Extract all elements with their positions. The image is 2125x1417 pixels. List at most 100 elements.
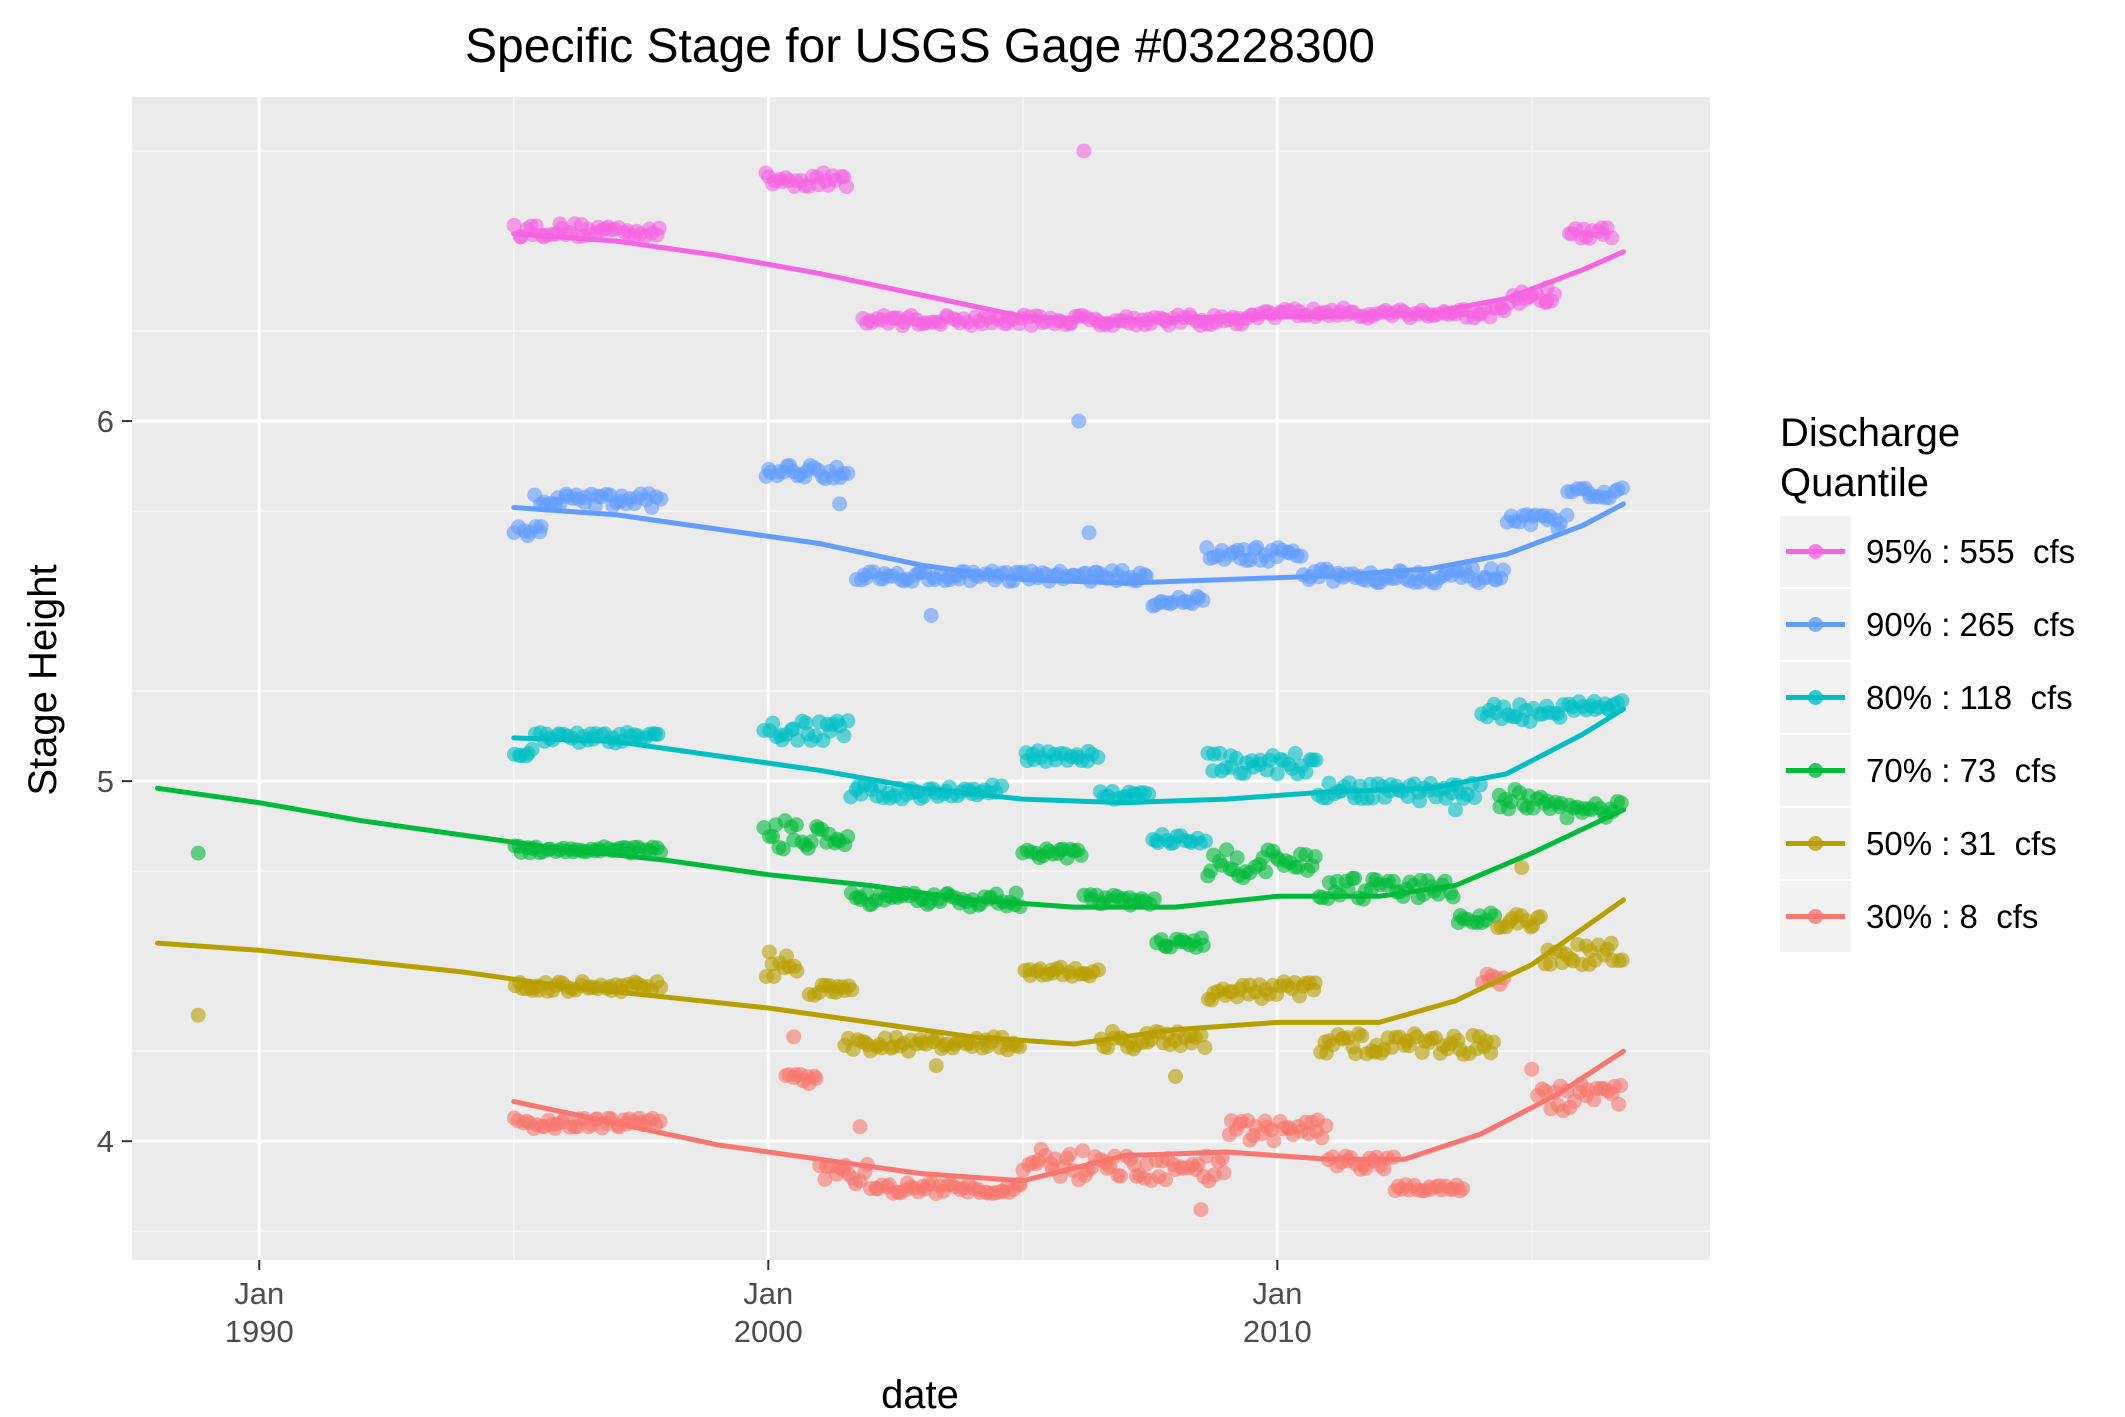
data-point (653, 844, 669, 860)
outlier-point (1081, 525, 1097, 541)
data-point (1455, 1181, 1471, 1197)
data-point (1532, 909, 1548, 925)
series-points (506, 413, 1630, 623)
legend-item: 50% : 31 cfs (1780, 808, 2057, 879)
data-point (1008, 885, 1024, 901)
data-point (808, 1071, 824, 1086)
data-point (1412, 793, 1428, 809)
x-tick-label-year: 2010 (1243, 1314, 1312, 1349)
legend-marker (1808, 617, 1823, 632)
x-tick-label-month: Jan (1252, 1276, 1302, 1311)
data-point (653, 979, 669, 995)
data-point (1198, 833, 1213, 849)
y-axis-title: Stage Height (21, 564, 65, 795)
data-point (1073, 848, 1089, 863)
outlier-point (190, 1007, 206, 1023)
trend-line (511, 231, 1626, 323)
y-tick-label: 5 (97, 764, 114, 799)
legend-item: 95% : 555 cfs (1780, 516, 2075, 587)
y-tick-label: 4 (97, 1124, 114, 1159)
data-point (1195, 592, 1211, 608)
data-point (765, 715, 781, 731)
data-point (836, 728, 852, 744)
data-point (761, 944, 777, 960)
legend-label: 30% : 8 cfs (1866, 898, 2038, 935)
trend-line (511, 1048, 1626, 1184)
trend-line (511, 501, 1626, 586)
trend-line (155, 785, 1626, 910)
legend-label: 50% : 31 cfs (1866, 825, 2057, 862)
data-point (1158, 1172, 1173, 1188)
data-point (1467, 790, 1483, 805)
trend-line (155, 897, 1626, 1047)
outlier-point (1448, 802, 1463, 818)
legend-marker (1808, 836, 1823, 851)
outlier-point (1524, 1061, 1540, 1077)
outlier-point (1071, 413, 1087, 429)
plot-panel (132, 97, 1710, 1260)
data-point (1219, 842, 1235, 858)
outlier-point (928, 1058, 944, 1074)
outlier-point (923, 608, 939, 623)
legend-label: 70% : 73 cfs (1866, 752, 2057, 789)
data-point (1113, 1168, 1129, 1184)
data-point (1298, 764, 1314, 780)
data-point (765, 829, 781, 844)
data-point (1266, 1133, 1282, 1149)
data-point (1293, 548, 1309, 564)
data-point (1445, 889, 1461, 905)
data-point (1307, 975, 1323, 991)
data-point (1269, 766, 1285, 782)
data-point (844, 982, 860, 998)
trend-line (511, 706, 1626, 806)
y-tick-label: 6 (97, 404, 114, 439)
legend-item: 90% : 265 cfs (1780, 589, 2075, 660)
data-point (1614, 693, 1630, 709)
data-point (1365, 790, 1381, 806)
data-point (533, 519, 549, 535)
data-point (1216, 1165, 1232, 1181)
data-point (1495, 562, 1511, 578)
y-axis: 4 5 6 (97, 404, 132, 1159)
data-point (1487, 908, 1503, 924)
chart-title: Specific Stage for USGS Gage #03228300 (465, 20, 1375, 73)
trend-lines (155, 231, 1626, 1184)
data-point (1559, 507, 1575, 523)
legend-title-line1: Discharge (1780, 411, 1960, 455)
legend-title-line2: Quantile (1780, 461, 1929, 505)
legend-marker (1808, 909, 1823, 924)
data-point (1465, 561, 1480, 577)
data-point (789, 963, 805, 979)
data-point (651, 220, 667, 236)
data-point (1229, 850, 1245, 866)
data-point (1486, 1034, 1501, 1050)
x-tick-label-year: 1990 (225, 1314, 294, 1349)
data-point (803, 834, 819, 850)
data-point (839, 179, 855, 195)
data-point (1340, 882, 1356, 898)
data-point (1141, 786, 1157, 802)
data-point (775, 841, 791, 857)
data-point (653, 491, 669, 507)
data-point (1203, 863, 1218, 879)
outlier-point (786, 1029, 802, 1045)
legend: Discharge Quantile 95% : 555 cfs 90% : 26… (1780, 411, 2075, 952)
legend-items: 95% : 555 cfs 90% : 265 cfs 80% : 118 cfs 7… (1780, 516, 2075, 952)
data-point (817, 1171, 833, 1187)
data-point (840, 829, 856, 845)
outlier-point (832, 496, 848, 512)
data-point (840, 465, 856, 481)
data-point (1062, 1146, 1078, 1162)
series-points (507, 693, 1630, 851)
x-tick-label-year: 2000 (734, 1314, 803, 1349)
legend-label: 90% : 265 cfs (1866, 606, 2075, 643)
outlier-point (1514, 860, 1530, 875)
outlier-point (1076, 143, 1092, 159)
data-point (1195, 937, 1211, 953)
data-point (1091, 962, 1106, 978)
data-point (1552, 709, 1568, 725)
data-point (1308, 752, 1324, 768)
data-point (1354, 1028, 1370, 1044)
